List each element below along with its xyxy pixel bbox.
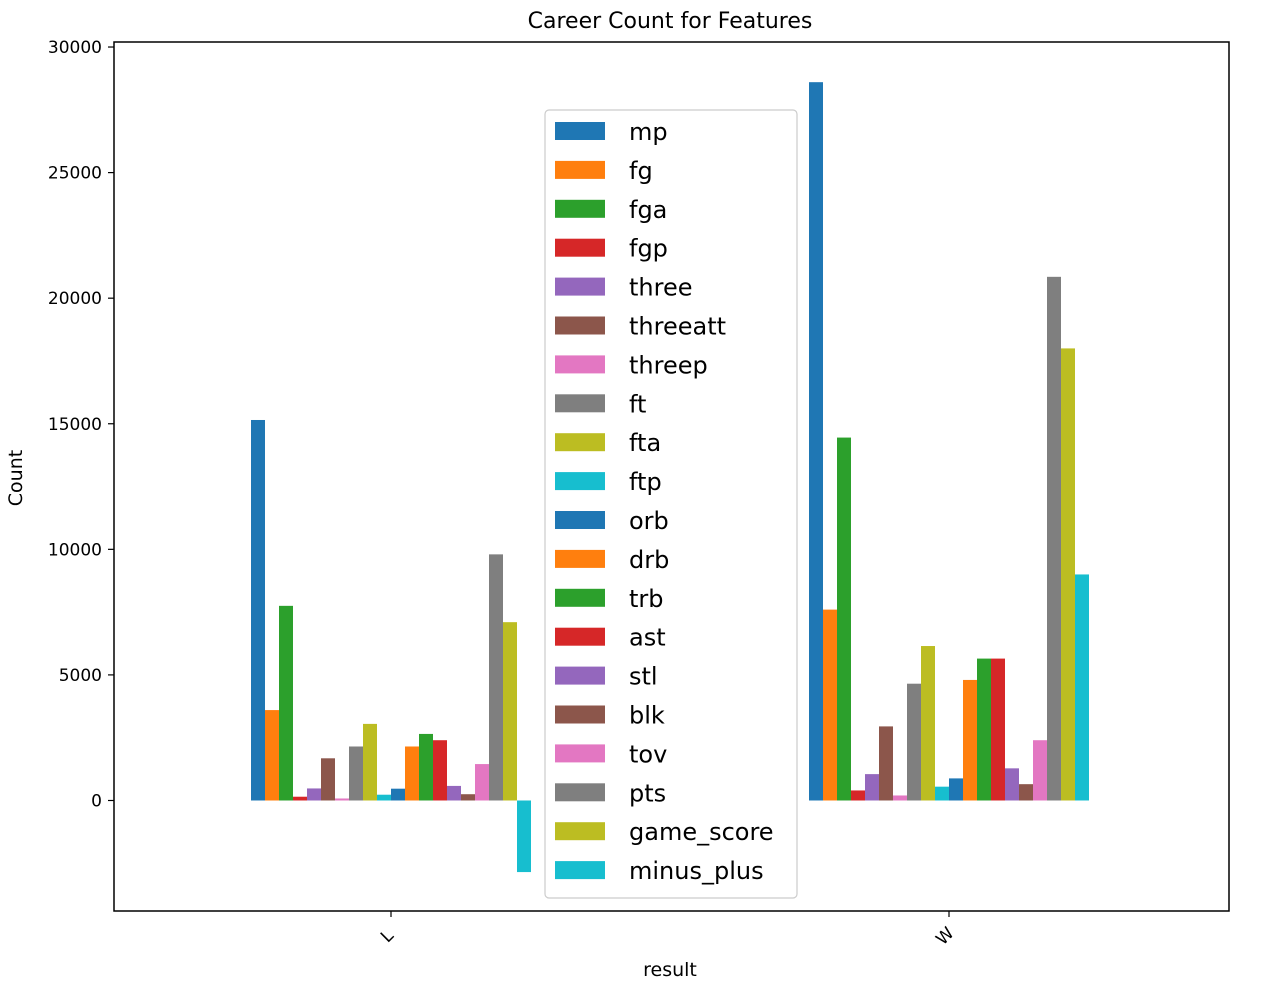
x-tick-label-W: W [932,923,958,949]
bar-fta-L [363,723,377,801]
legend-label-threeatt: threeatt [629,313,726,341]
legend-swatch-ftp [555,472,605,491]
bar-drb-L [405,746,419,801]
legend-label-three: three [629,274,693,302]
legend-swatch-ft [555,394,605,413]
legend-label-mp: mp [629,118,668,146]
bar-blk-W [1019,784,1033,801]
legend-label-ft: ft [629,390,646,418]
bar-orb-L [391,788,405,801]
bar-three-L [307,788,321,801]
bar-game_score-W [1061,348,1075,801]
y-tick-label: 15000 [48,415,102,435]
y-tick-label: 10000 [48,540,102,560]
bar-tov-L [475,764,489,801]
legend-label-tov: tov [629,740,667,768]
bar-fga-W [837,437,851,801]
legend-label-minus_plus: minus_plus [629,857,764,885]
y-axis: 0 5000 10000 15000 20000 25000 30000 [48,38,114,811]
legend-swatch-threeatt [555,316,605,335]
legend-label-fgp: fgp [629,235,668,263]
bar-ft-L [349,746,363,801]
legend-label-fg: fg [629,157,653,185]
legend-label-drb: drb [629,546,669,574]
bar-stl-W [1005,768,1019,801]
bar-ftp-W [935,786,949,801]
bar-pts-L [489,554,503,801]
legend-swatch-pts [555,783,605,802]
bar-three-W [865,774,879,801]
bar-fg-L [265,710,279,801]
bar-orb-W [949,778,963,801]
bar-stl-L [447,785,461,801]
legend-label-blk: blk [629,702,665,730]
legend-label-threep: threep [629,351,708,379]
legend-swatch-fga [555,199,605,218]
bar-pts-W [1047,276,1061,801]
legend: mp fg fga fgp three threeatt threep ft fta ftp orb… [544,109,798,899]
legend-swatch-fgp [555,238,605,257]
bar-threep-L [335,798,349,801]
legend-swatch-trb [555,588,605,607]
plot-frame [113,41,1230,912]
bar-fg-W [823,609,837,801]
legend-swatch-fta [555,433,605,452]
x-axis-label: result [643,959,697,981]
legend-label-ast: ast [629,624,666,652]
bar-ast-L [433,740,447,801]
bar-tov-W [1033,740,1047,801]
y-tick-label: 0 [91,791,102,811]
legend-label-pts: pts [629,779,666,807]
y-tick-label: 25000 [48,164,102,184]
legend-swatch-tov [555,744,605,763]
y-tick-label: 5000 [59,666,102,686]
bar-mp-W [809,82,823,801]
bar-fgp-L [293,796,307,801]
bar-fta-W [921,646,935,801]
bar-ft-W [907,683,921,801]
bar-drb-W [963,679,977,801]
legend-box [544,109,798,899]
legend-swatch-three [555,277,605,296]
bar-trb-W [977,658,991,801]
legend-swatch-threep [555,355,605,374]
legend-label-orb: orb [629,507,669,535]
bar-trb-L [419,733,433,801]
bar-fga-L [279,605,293,801]
legend-label-trb: trb [629,585,664,613]
legend-swatch-minus_plus [555,861,605,880]
bar-game_score-L [503,622,517,801]
legend-label-fta: fta [629,429,661,457]
legend-swatch-mp [555,122,605,140]
bar-ast-W [991,658,1005,801]
bar-minus_plus-L [517,800,531,873]
legend-swatch-stl [555,666,605,685]
bar-fgp-W [851,790,865,801]
legend-label-stl: stl [629,663,658,691]
y-tick-label: 30000 [48,38,102,58]
bar-blk-L [461,794,475,801]
y-tick-label: 20000 [48,289,102,309]
bar-minus_plus-W [1075,574,1089,801]
legend-swatch-drb [555,549,605,568]
legend-label-game_score: game_score [629,818,774,846]
chart-title: Career Count for Features [528,9,813,34]
x-tick-label-L: L [377,926,398,947]
bar-threep-W [893,795,907,801]
bar-mp-L [251,419,265,801]
legend-label-ftp: ftp [629,468,662,496]
legend-swatch-orb [555,511,605,529]
bar-ftp-L [377,794,391,801]
bar-threeatt-L [321,758,335,801]
bars-layer [251,82,1089,873]
legend-swatch-game_score [555,822,605,841]
legend-swatch-fg [555,160,605,179]
legend-swatch-ast [555,627,605,646]
bar-threeatt-W [879,726,893,801]
y-axis-label: Count [5,450,27,506]
legend-label-fga: fga [629,196,667,224]
legend-swatch-blk [555,705,605,724]
